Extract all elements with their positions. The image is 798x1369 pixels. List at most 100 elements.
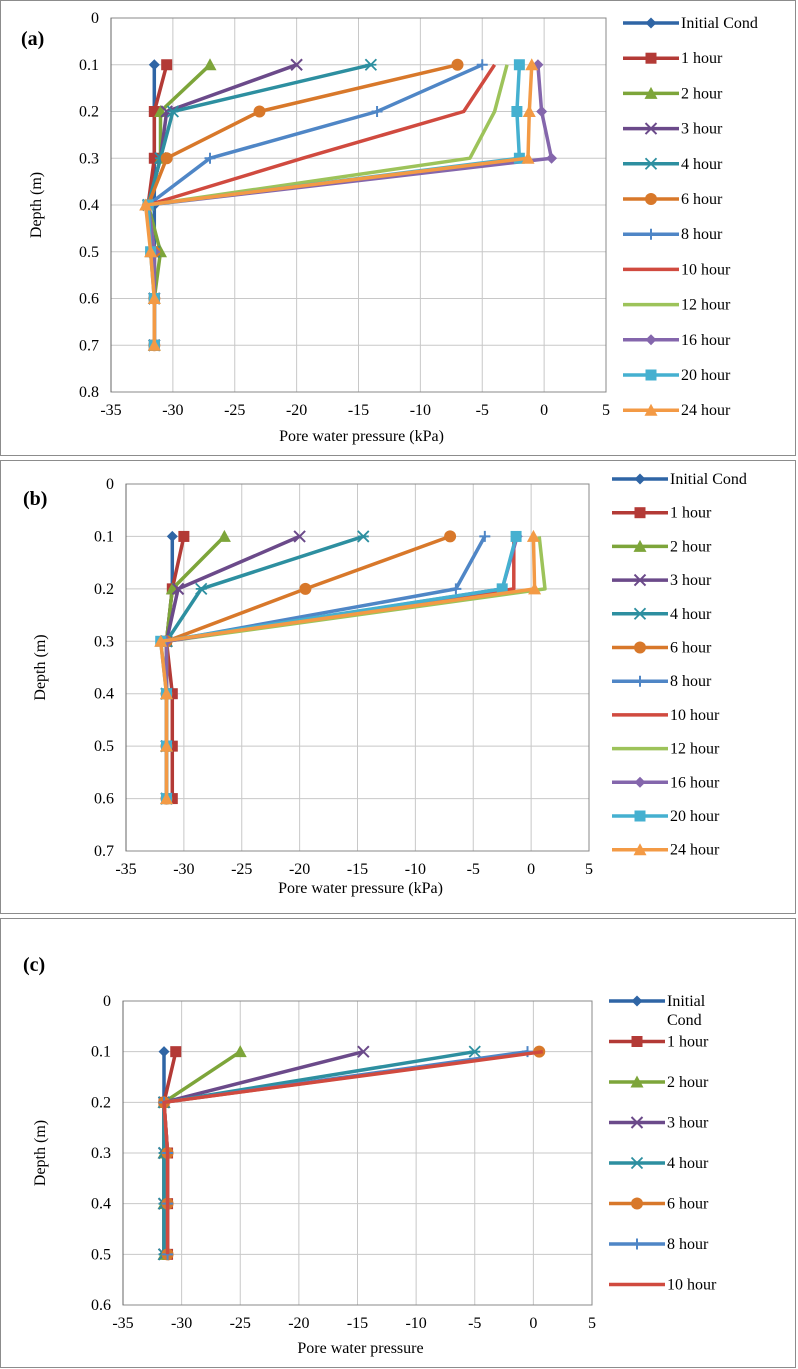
legend-label: 4 hour bbox=[670, 606, 712, 623]
y-tick-label: 0 bbox=[91, 10, 99, 27]
legend-item: 2 hour bbox=[612, 538, 712, 555]
legend-item: 2 hour bbox=[623, 85, 723, 102]
data-point bbox=[148, 152, 160, 164]
data-point bbox=[521, 151, 535, 164]
x-tick-label: -35 bbox=[115, 861, 136, 878]
x-tick-label: -10 bbox=[405, 1315, 426, 1332]
x-tick-label: 0 bbox=[527, 861, 535, 878]
data-point bbox=[171, 582, 185, 596]
x-tick-label: -35 bbox=[112, 1315, 133, 1332]
legend-item: Initial Cond bbox=[612, 471, 747, 488]
legend-marker bbox=[631, 995, 643, 1007]
y-tick-label: 0.7 bbox=[94, 843, 114, 860]
data-point bbox=[468, 1045, 481, 1058]
legend-marker bbox=[634, 641, 646, 654]
legend-label: 6 hour bbox=[681, 191, 723, 208]
chart-a-svg: -35 -30 -25 -20 -15 -10 -5 0 5 0 0.1 0.2 0.3 0.4 0.5 0.… bbox=[21, 10, 758, 445]
data-point bbox=[451, 58, 464, 71]
legend-item: Initial Cond bbox=[609, 993, 706, 1029]
legend-b: Initial Cond 1 hour 2 hour 3 hour 4 hour 6 ho… bbox=[612, 471, 747, 859]
legend-label: 6 hour bbox=[670, 640, 712, 657]
legend-label: 3 hour bbox=[670, 572, 712, 589]
data-point bbox=[496, 583, 508, 595]
legend-label: 8 hour bbox=[681, 226, 723, 243]
x-tick-label: -30 bbox=[171, 1315, 192, 1332]
series-12-hour bbox=[164, 536, 547, 799]
series-line bbox=[164, 535, 487, 799]
data-point bbox=[444, 530, 457, 543]
legend-marker bbox=[645, 17, 657, 29]
legend-label: Initial Cond bbox=[670, 471, 747, 488]
legend-label: 20 hour bbox=[681, 367, 731, 384]
legend-item: Initial Cond bbox=[623, 15, 758, 32]
x-tick-label: -10 bbox=[405, 861, 426, 878]
x-tick-label: -25 bbox=[224, 402, 245, 419]
legend-a: Initial Cond 1 hour 2 hour 3 hour 4 hour 6 ho… bbox=[623, 15, 758, 419]
data-point bbox=[522, 105, 536, 117]
legend-label: 12 hour bbox=[681, 297, 731, 314]
legend-marker bbox=[645, 193, 657, 205]
x-tick-label: -20 bbox=[289, 861, 310, 878]
data-point bbox=[160, 792, 174, 805]
legend-item: 16 hour bbox=[623, 332, 731, 349]
x-tick-label: -15 bbox=[347, 861, 368, 878]
data-point bbox=[536, 106, 548, 117]
series-line bbox=[162, 1049, 544, 1255]
legend-item: 12 hour bbox=[612, 741, 720, 758]
legend-item: 3 hour bbox=[623, 121, 723, 138]
legend-marker bbox=[634, 473, 646, 485]
legend-label: 16 hour bbox=[670, 774, 720, 791]
panel-label: (b) bbox=[23, 488, 47, 510]
legend-label: 6 hour bbox=[667, 1196, 709, 1213]
x-tick-label: -5 bbox=[467, 861, 480, 878]
x-tick-label: -30 bbox=[162, 402, 183, 419]
legend-marker bbox=[644, 403, 658, 416]
x-tick-label: -20 bbox=[288, 1315, 309, 1332]
legend-marker bbox=[630, 1156, 644, 1170]
legend-marker bbox=[644, 157, 658, 170]
legend-marker bbox=[634, 810, 646, 822]
series-24-hour bbox=[139, 58, 539, 351]
legend-item: 3 hour bbox=[612, 572, 712, 589]
legend-label: 8 hour bbox=[670, 673, 712, 690]
legend-label: 2 hour bbox=[670, 538, 712, 555]
legend-item: 10 hour bbox=[609, 1277, 717, 1294]
legend-label: 1 hour bbox=[667, 1034, 709, 1051]
legend-marker bbox=[645, 369, 657, 381]
legend-item: 4 hour bbox=[609, 1155, 709, 1172]
legend-marker bbox=[633, 843, 647, 856]
legend-item: 2 hour bbox=[609, 1074, 709, 1091]
legend-label: 4 hour bbox=[681, 156, 723, 173]
legend-item: 10 hour bbox=[623, 261, 731, 278]
chart-c-svg: -35 -30 -25 -20 -15 -10 -5 0 5 0 0.1 0.2 0.3 0.4 0.5 0.… bbox=[23, 954, 717, 1357]
legend-item: 8 hour bbox=[609, 1236, 709, 1253]
data-point bbox=[217, 529, 231, 542]
legend-label: 1 hour bbox=[670, 505, 712, 522]
data-point bbox=[203, 58, 217, 71]
data-point bbox=[525, 58, 539, 71]
legend-c: Initial Cond 1 hour 2 hour 3 hour 4 hour 6 hou… bbox=[609, 993, 717, 1294]
legend-label: 24 hour bbox=[681, 402, 731, 419]
series-8-hour bbox=[161, 530, 491, 805]
y-tick-label: 0 bbox=[103, 993, 111, 1010]
x-tick-label: -20 bbox=[286, 402, 307, 419]
legend-label: 12 hour bbox=[670, 741, 720, 758]
y-tick-label: 0.7 bbox=[79, 337, 99, 354]
x-tick-label: -5 bbox=[476, 402, 489, 419]
data-point bbox=[178, 530, 190, 542]
legend-item: 8 hour bbox=[623, 226, 723, 243]
legend-item: 1 hour bbox=[623, 50, 723, 67]
legend-marker bbox=[630, 1075, 644, 1088]
y-tick-label: 0.6 bbox=[91, 1297, 111, 1314]
legend-label: 2 hour bbox=[667, 1074, 709, 1091]
legend-marker bbox=[645, 52, 657, 64]
data-point bbox=[166, 530, 178, 542]
x-tick-label: 0 bbox=[529, 1315, 537, 1332]
series-line bbox=[164, 536, 186, 799]
legend-marker bbox=[630, 1116, 644, 1129]
x-tick-label: -5 bbox=[468, 1315, 481, 1332]
legend-label: 10 hour bbox=[670, 707, 720, 724]
data-point bbox=[513, 59, 525, 71]
y-axis-label: Depth (m) bbox=[32, 634, 49, 700]
chart-b-svg: -35 -30 -25 -20 -15 -10 -5 0 5 0 0.1 0.2 0.3 0.4 0.5 0.… bbox=[23, 471, 747, 897]
